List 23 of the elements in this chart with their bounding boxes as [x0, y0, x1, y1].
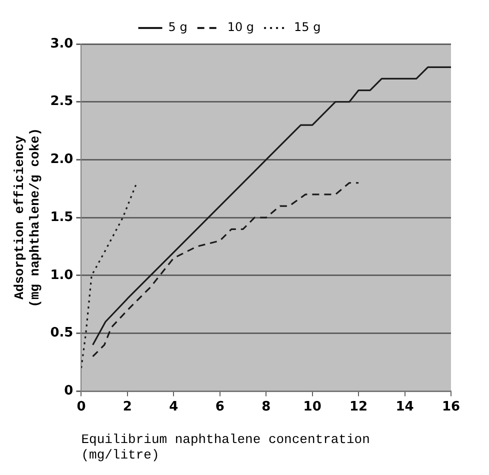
x-tick-label: 2 [122, 399, 132, 414]
line-series [81, 182, 138, 369]
y-axis-title: Adsorption efficiency (mg naphthalene/g coke) [12, 128, 43, 308]
x-tick-label: 12 [350, 399, 368, 414]
legend-label: 15 g [294, 20, 321, 34]
y-tick-label: 0 [64, 384, 74, 399]
legend-label: 10 g [227, 20, 254, 34]
x-tick-label: 10 [303, 399, 322, 414]
x-tick-label: 0 [76, 399, 86, 414]
x-tick-label: 4 [169, 399, 178, 414]
line-series [92, 182, 360, 358]
x-tick-label: 16 [442, 399, 460, 414]
x-tick-label: 14 [396, 399, 414, 414]
y-tick-label: 2.5 [50, 94, 74, 110]
y-tick-label: 1.0 [50, 268, 74, 283]
legend-label: 5 g [168, 20, 188, 34]
x-tick-label: 6 [215, 399, 224, 414]
y-tick-label: 2.0 [50, 152, 74, 168]
y-tick-label: 1.5 [50, 210, 74, 225]
y-tick-label: 3.0 [50, 36, 74, 52]
x-axis-title: Equilibrium naphthalene concentration (mg/litre) [81, 432, 370, 463]
y-tick-label: 0.5 [50, 326, 74, 341]
x-tick-label: 8 [262, 399, 271, 414]
